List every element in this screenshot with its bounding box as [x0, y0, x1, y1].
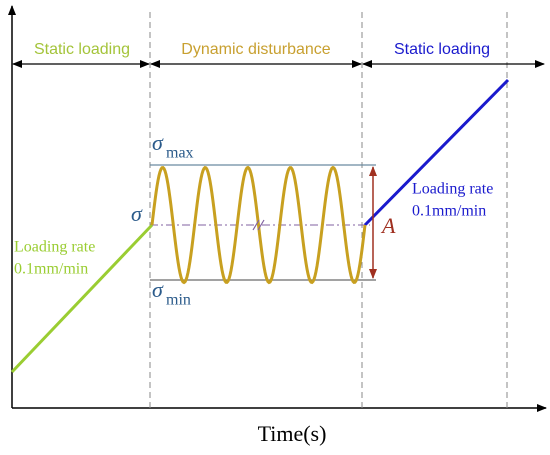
sigma-max-symbol: σ — [152, 130, 164, 155]
rate-label: Loading rate — [14, 239, 95, 256]
rate-label: 0.1mm/min — [412, 203, 486, 220]
sigma-label: σ — [131, 201, 143, 226]
rate-label: 0.1mm/min — [14, 261, 88, 278]
sigma-max-subscript: max — [166, 145, 194, 162]
phase-label: Static loading — [394, 41, 490, 58]
static-loading-line — [363, 78, 510, 227]
tick — [257, 219, 265, 231]
phase-separators — [149, 12, 508, 408]
sigma-min-symbol: σ — [152, 277, 164, 302]
rate-label: Loading rate — [412, 181, 493, 198]
x-axis-label: Time(s) — [258, 421, 327, 446]
sine-wave — [150, 165, 367, 285]
tick — [252, 219, 260, 231]
sigma-min-subscript: min — [166, 292, 191, 309]
amplitude-label: A — [380, 213, 396, 238]
static-loading-line — [10, 223, 154, 374]
phase-label: Static loading — [34, 41, 130, 58]
phase-label: Dynamic disturbance — [181, 41, 331, 58]
